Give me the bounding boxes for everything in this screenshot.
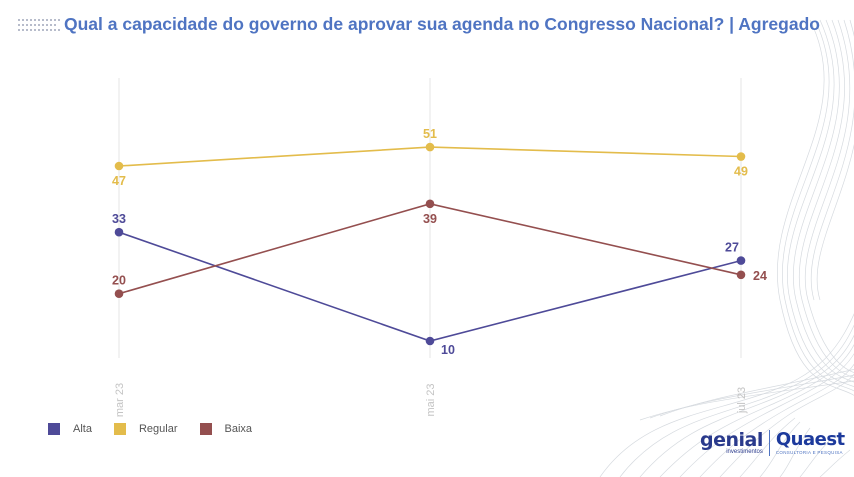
data-point-baixa[interactable] [114,289,124,299]
data-point-alta[interactable] [114,227,124,237]
data-label-regular: 49 [734,165,748,179]
data-point-regular[interactable] [736,152,746,161]
x-axis-label: mar 23 [114,383,126,417]
legend-item-regular[interactable]: Regular [113,423,178,435]
genial-wordmark: genial [700,428,763,451]
decorative-dots-icon [18,19,60,31]
data-point-regular[interactable] [114,161,124,171]
brand-logos: genial investimentos Quaest CONSULTORIA … [700,430,845,456]
data-label-regular: 47 [112,174,126,188]
legend-label-regular: Regular [138,423,178,435]
data-label-alta: 33 [112,212,126,226]
logo-divider [768,430,770,456]
legend-swatch-baixa [199,423,212,435]
genial-subtitle: investimentos [726,448,763,455]
data-point-regular[interactable] [425,142,435,152]
data-label-regular: 51 [423,127,437,141]
legend-swatch-alta [48,423,60,435]
x-axis-label: mai 23 [425,383,437,416]
quaest-subtitle: CONSULTORIA E PESQUISA [775,449,843,455]
legend-item-alta[interactable]: Alta [48,423,92,435]
x-axis-label: jul 23 [736,387,748,414]
genial-logo: genial investimentos [700,428,763,456]
data-label-alta: 10 [441,343,455,357]
legend: Alta Regular Baixa [48,423,274,435]
data-label-baixa: 39 [423,212,437,226]
data-point-alta[interactable] [736,256,746,265]
data-point-alta[interactable] [425,336,435,346]
chart-title: Qual a capacidade do governo de aprovar … [64,14,820,34]
title-area: Qual a capacidade do governo de aprovar … [18,14,820,35]
quaest-logo: Quaest CONSULTORIA E PESQUISA [775,428,845,456]
legend-swatch-regular [113,423,126,435]
legend-label-baixa: Baixa [224,423,253,435]
legend-label-alta: Alta [73,423,92,435]
quaest-wordmark: Quaest [775,428,845,450]
data-label-baixa: 20 [112,274,126,288]
legend-item-baixa[interactable]: Baixa [199,423,253,435]
data-label-alta: 27 [725,241,739,255]
data-point-baixa[interactable] [425,199,435,209]
data-label-baixa: 24 [753,269,767,283]
data-point-baixa[interactable] [736,270,746,280]
